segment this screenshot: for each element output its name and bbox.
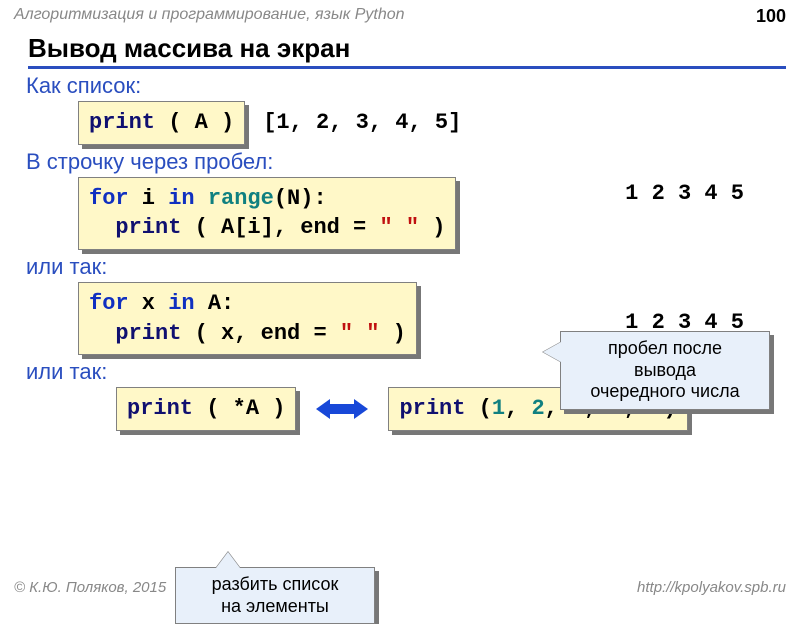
footer-bar: © К.Ю. Поляков, 2015 http://kpolyakov.sp… <box>0 579 800 596</box>
code-for-range: for i in range(N): print ( A[i], end = "… <box>78 177 456 250</box>
page-title: Вывод массива на экран <box>28 33 786 69</box>
double-arrow-icon <box>314 396 370 422</box>
row-code3: for x in A: print ( x, end = " " ) 1 2 3… <box>78 282 774 355</box>
row-code2: for i in range(N): print ( A[i], end = "… <box>78 177 774 250</box>
page-number: 100 <box>756 6 786 27</box>
footer-url: http://kpolyakov.spb.ru <box>637 579 786 596</box>
header-bar: Алгоритмизация и программирование, язык … <box>0 0 800 29</box>
code-print-a: print ( A ) <box>78 101 245 145</box>
copyright: © К.Ю. Поляков, 2015 <box>14 579 166 596</box>
output-list: [1, 2, 3, 4, 5] <box>263 110 461 135</box>
section-line-space: В строчку через пробел: <box>26 149 774 175</box>
content-area: Как список: print ( A ) [1, 2, 3, 4, 5] … <box>0 73 800 431</box>
output-line2: 1 2 3 4 5 <box>625 310 744 335</box>
code-for-in-a: for x in A: print ( x, end = " " ) <box>78 282 417 355</box>
section-or-so-1: или так: <box>26 254 774 280</box>
section-as-list: Как список: <box>26 73 774 99</box>
row-code1: print ( A ) [1, 2, 3, 4, 5] <box>78 101 774 145</box>
output-line1: 1 2 3 4 5 <box>625 181 744 206</box>
course-title: Алгоритмизация и программирование, язык … <box>14 6 405 27</box>
code-print-unpack: print ( *A ) <box>116 387 296 431</box>
